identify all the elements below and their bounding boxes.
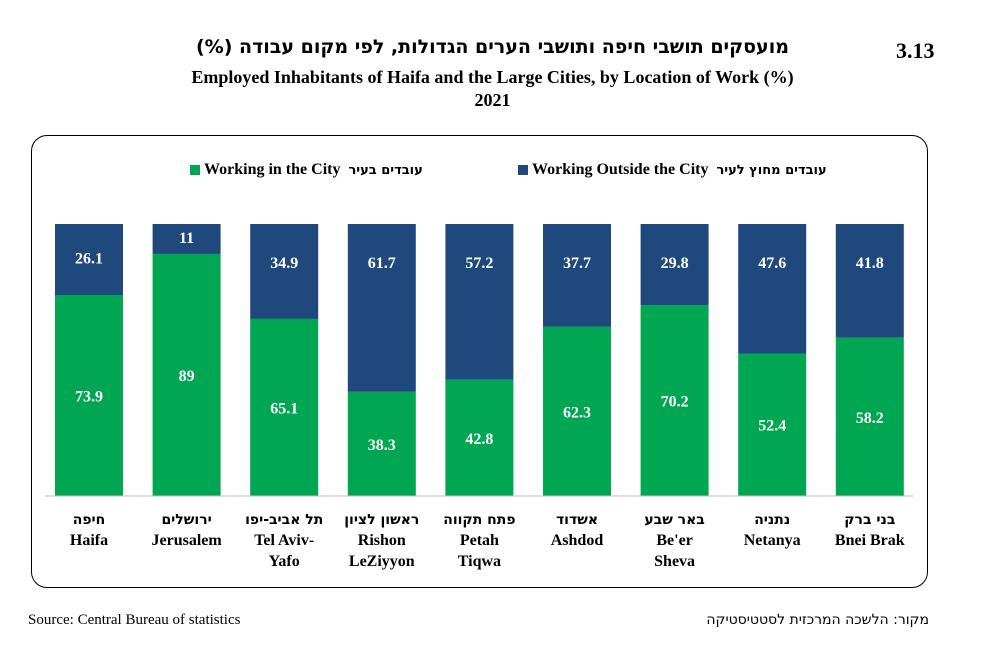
category-label: Tiqwa bbox=[458, 553, 501, 570]
data-label-in-city: 62.3 bbox=[563, 404, 591, 421]
category-label: Tel Aviv- bbox=[254, 532, 314, 549]
bar-in-city bbox=[152, 253, 221, 496]
chart-title-english: Employed Inhabitants of Haifa and the La… bbox=[191, 67, 794, 87]
data-label-in-city: 70.2 bbox=[661, 394, 689, 411]
data-label-in-city: 65.1 bbox=[270, 400, 298, 417]
category-label-hebrew: אשדוד bbox=[556, 512, 598, 528]
bar-in-city bbox=[835, 337, 904, 496]
bar-outside-city bbox=[347, 224, 416, 392]
category-label: Yafo bbox=[269, 553, 300, 570]
figure-number: 3.13 bbox=[896, 38, 935, 63]
data-label-outside-city: 34.9 bbox=[270, 255, 298, 272]
bar-outside-city bbox=[835, 224, 904, 338]
source-note: Source: Central Bureau of statistics bbox=[28, 612, 241, 628]
category-label: Bnei Brak bbox=[835, 532, 905, 549]
category-label: Be'er bbox=[656, 532, 692, 549]
bar-in-city bbox=[347, 391, 416, 496]
category-label: Netanya bbox=[744, 532, 801, 549]
category-label-hebrew: חיפה bbox=[73, 512, 106, 528]
category-label-hebrew: ראשון לציון bbox=[344, 512, 419, 528]
chart-frame bbox=[31, 135, 928, 588]
data-label-outside-city: 57.2 bbox=[465, 255, 493, 272]
data-label-in-city: 42.8 bbox=[465, 431, 493, 448]
category-label: Rishon bbox=[358, 532, 406, 549]
category-label: Ashdod bbox=[551, 532, 604, 549]
category-label: Jerusalem bbox=[151, 532, 222, 549]
bar-outside-city bbox=[640, 224, 709, 306]
bar-in-city bbox=[543, 326, 611, 496]
bar-outside-city bbox=[152, 224, 221, 254]
data-label-outside-city: 26.1 bbox=[75, 250, 103, 267]
data-label-outside-city: 41.8 bbox=[856, 255, 884, 272]
legend-label-outside-city-hebrew: עובדים מחוץ לעיר bbox=[716, 162, 827, 178]
data-label-outside-city: 29.8 bbox=[661, 255, 689, 272]
bar-outside-city bbox=[543, 224, 611, 327]
data-label-outside-city: 61.7 bbox=[368, 255, 396, 272]
bar-outside-city bbox=[445, 224, 514, 380]
category-label: Petah bbox=[460, 532, 499, 549]
source-note-hebrew: מקור: הלשכה המרכזית לסטטיסטיקה bbox=[706, 612, 929, 628]
bar-in-city bbox=[445, 379, 514, 496]
legend-label-outside-city: Working Outside the City bbox=[532, 161, 709, 178]
legend-item-in-city: Working in the City עובדים בעיר bbox=[190, 160, 423, 180]
data-label-in-city: 89 bbox=[179, 368, 195, 385]
legend-label-in-city-hebrew: עובדים בעיר bbox=[348, 162, 423, 178]
legend-swatch-in-city bbox=[190, 165, 200, 175]
bar-outside-city bbox=[250, 224, 319, 319]
data-label-in-city: 52.4 bbox=[758, 418, 786, 435]
legend-item-outside-city: Working Outside the City עובדים מחוץ לעי… bbox=[518, 160, 827, 180]
data-label-outside-city: 47.6 bbox=[758, 255, 786, 272]
chart-title-hebrew: מועסקים תושבי חיפה ותושבי הערים הגדולות,… bbox=[196, 36, 789, 58]
bar-in-city bbox=[640, 305, 709, 496]
category-label-hebrew: תל אביב-יפו bbox=[245, 512, 323, 528]
bar-outside-city bbox=[55, 224, 123, 295]
category-label: Sheva bbox=[654, 553, 695, 570]
bar-in-city bbox=[250, 318, 319, 496]
category-label-hebrew: בני ברק bbox=[844, 512, 895, 528]
bar-in-city bbox=[55, 294, 123, 496]
data-label-outside-city: 37.7 bbox=[563, 255, 591, 272]
category-label-hebrew: ירושלים bbox=[161, 512, 211, 528]
category-label-hebrew: באר שבע bbox=[644, 512, 705, 528]
bar-outside-city bbox=[738, 224, 807, 354]
category-label-hebrew: נתניה bbox=[754, 512, 790, 528]
category-label: LeZiyyon bbox=[349, 553, 415, 570]
data-label-outside-city: 11 bbox=[179, 230, 194, 247]
category-label-hebrew: פתח תקווה bbox=[443, 512, 515, 528]
bar-in-city bbox=[738, 353, 807, 496]
legend-swatch-outside-city bbox=[518, 165, 528, 175]
chart-year: 2021 bbox=[474, 90, 511, 110]
legend-label-in-city: Working in the City bbox=[204, 161, 341, 178]
category-label: Haifa bbox=[70, 532, 108, 549]
data-label-in-city: 38.3 bbox=[368, 437, 396, 454]
data-label-in-city: 58.2 bbox=[856, 410, 884, 427]
data-label-in-city: 73.9 bbox=[75, 388, 103, 405]
